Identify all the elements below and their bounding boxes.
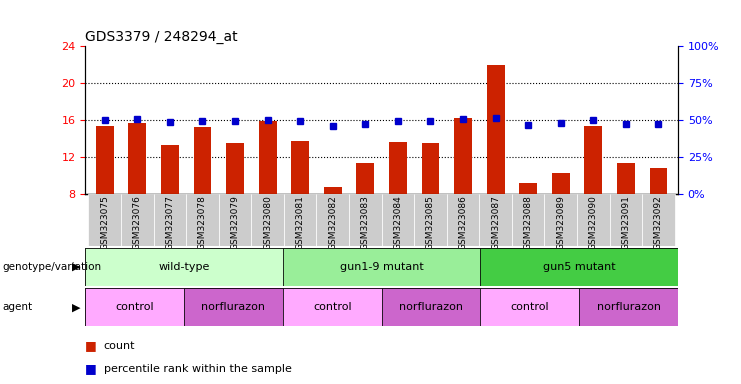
Text: ■: ■ bbox=[85, 362, 97, 375]
Bar bbox=[349, 194, 382, 246]
Text: GSM323089: GSM323089 bbox=[556, 195, 565, 250]
Text: agent: agent bbox=[2, 302, 33, 312]
Text: ▶: ▶ bbox=[72, 262, 80, 272]
Text: control: control bbox=[313, 302, 351, 312]
Bar bbox=[85, 288, 184, 326]
Bar bbox=[291, 141, 309, 194]
Bar bbox=[519, 183, 537, 194]
Bar bbox=[153, 194, 186, 246]
Text: GSM323087: GSM323087 bbox=[491, 195, 500, 250]
Bar bbox=[283, 288, 382, 326]
Text: genotype/variation: genotype/variation bbox=[2, 262, 102, 272]
Text: norflurazon: norflurazon bbox=[202, 302, 265, 312]
Text: GSM323085: GSM323085 bbox=[426, 195, 435, 250]
Text: percentile rank within the sample: percentile rank within the sample bbox=[104, 364, 292, 374]
Bar bbox=[577, 194, 610, 246]
Bar bbox=[324, 187, 342, 194]
Bar bbox=[480, 288, 579, 326]
Bar bbox=[650, 168, 668, 194]
Text: ▶: ▶ bbox=[72, 302, 80, 312]
Bar bbox=[283, 248, 480, 286]
Text: gun5 mutant: gun5 mutant bbox=[543, 262, 616, 272]
Text: norflurazon: norflurazon bbox=[597, 302, 661, 312]
Text: control: control bbox=[116, 302, 154, 312]
Bar bbox=[193, 127, 211, 194]
Bar bbox=[617, 162, 635, 194]
Bar bbox=[545, 194, 577, 246]
Bar bbox=[161, 145, 179, 194]
Bar bbox=[389, 142, 407, 194]
Bar bbox=[226, 143, 244, 194]
Text: GSM323086: GSM323086 bbox=[459, 195, 468, 250]
Bar bbox=[479, 194, 512, 246]
Text: GSM323090: GSM323090 bbox=[589, 195, 598, 250]
Bar bbox=[184, 288, 283, 326]
Text: GSM323081: GSM323081 bbox=[296, 195, 305, 250]
Bar bbox=[414, 194, 447, 246]
Bar bbox=[186, 194, 219, 246]
Bar bbox=[447, 194, 479, 246]
Bar bbox=[642, 194, 675, 246]
Bar bbox=[579, 288, 678, 326]
Text: gun1-9 mutant: gun1-9 mutant bbox=[339, 262, 424, 272]
Bar bbox=[512, 194, 545, 246]
Bar bbox=[85, 248, 283, 286]
Text: ■: ■ bbox=[85, 339, 97, 352]
Bar bbox=[316, 194, 349, 246]
Text: count: count bbox=[104, 341, 136, 351]
Text: GSM323092: GSM323092 bbox=[654, 195, 663, 250]
Text: GSM323084: GSM323084 bbox=[393, 195, 402, 250]
Text: norflurazon: norflurazon bbox=[399, 302, 463, 312]
Text: GSM323083: GSM323083 bbox=[361, 195, 370, 250]
Bar bbox=[96, 126, 113, 194]
Text: GSM323075: GSM323075 bbox=[100, 195, 109, 250]
Bar bbox=[219, 194, 251, 246]
Bar bbox=[382, 194, 414, 246]
Text: GSM323077: GSM323077 bbox=[165, 195, 174, 250]
Bar bbox=[454, 118, 472, 194]
Bar bbox=[382, 288, 480, 326]
Bar bbox=[422, 143, 439, 194]
Bar bbox=[552, 173, 570, 194]
Text: control: control bbox=[511, 302, 549, 312]
Bar bbox=[128, 123, 146, 194]
Bar bbox=[356, 162, 374, 194]
Bar bbox=[251, 194, 284, 246]
Bar bbox=[88, 194, 121, 246]
Bar bbox=[610, 194, 642, 246]
Text: wild-type: wild-type bbox=[159, 262, 210, 272]
Bar bbox=[284, 194, 316, 246]
Text: GSM323088: GSM323088 bbox=[524, 195, 533, 250]
Text: GSM323082: GSM323082 bbox=[328, 195, 337, 250]
Bar bbox=[487, 65, 505, 194]
Bar bbox=[259, 121, 276, 194]
Text: GSM323076: GSM323076 bbox=[133, 195, 142, 250]
Text: GSM323078: GSM323078 bbox=[198, 195, 207, 250]
Bar bbox=[585, 126, 602, 194]
Text: GSM323091: GSM323091 bbox=[622, 195, 631, 250]
Text: GSM323080: GSM323080 bbox=[263, 195, 272, 250]
Bar bbox=[480, 248, 678, 286]
Bar bbox=[121, 194, 153, 246]
Text: GSM323079: GSM323079 bbox=[230, 195, 239, 250]
Text: GDS3379 / 248294_at: GDS3379 / 248294_at bbox=[85, 30, 238, 44]
